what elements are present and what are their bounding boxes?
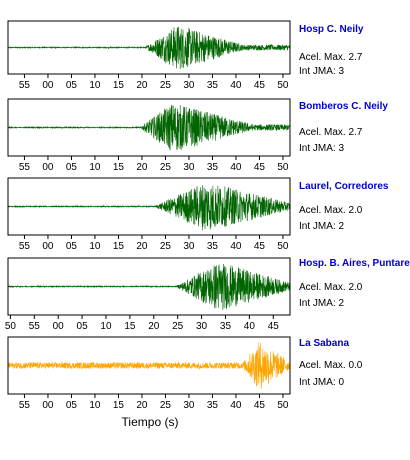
x-tick-label: 30	[183, 80, 195, 91]
x-tick-label: 05	[66, 162, 78, 173]
x-tick-label: 40	[230, 162, 242, 173]
x-tick-label: 55	[29, 321, 41, 332]
x-tick-label: 00	[42, 241, 54, 252]
x-tick-label: 40	[230, 400, 242, 411]
x-tick-label: 10	[89, 241, 101, 252]
x-tick-label: 35	[207, 162, 219, 173]
x-tick-label: 30	[183, 162, 195, 173]
x-tick-label: 40	[230, 80, 242, 91]
station-name: Bomberos C. Neily	[299, 101, 388, 112]
seismogram-panel: 55 00 05 10 15 20 25 30 35 40 45 50	[7, 336, 291, 411]
x-tick-label: 25	[160, 400, 172, 411]
panel-frame	[7, 98, 291, 157]
x-tick-label: 15	[113, 80, 125, 91]
x-tick-label: 10	[89, 80, 101, 91]
panel-frame	[7, 177, 291, 236]
seismogram-panel: 55 00 05 10 15 20 25 30 35 40 45 50	[7, 98, 291, 173]
x-tick-label: 45	[254, 80, 266, 91]
x-tick-label: 45	[254, 241, 266, 252]
x-tick-label: 10	[89, 162, 101, 173]
jma-intensity-label: Int JMA: 3	[299, 66, 345, 77]
seismogram-panel: 55 00 05 10 15 20 25 30 35 40 45 50	[7, 20, 291, 91]
x-tick-label: 30	[196, 321, 208, 332]
x-tick-label: 30	[183, 400, 195, 411]
x-tick-label: 00	[42, 80, 54, 91]
station-name: Hosp C. Neily	[299, 24, 364, 35]
waveform-trace	[7, 26, 290, 70]
x-tick-label: 05	[66, 80, 78, 91]
max-acceleration-label: Acel. Max. 0.0	[299, 360, 363, 371]
x-tick-label: 35	[207, 241, 219, 252]
x-tick-label: 35	[220, 321, 232, 332]
x-tick-label: 30	[183, 241, 195, 252]
max-acceleration-label: Acel. Max. 2.7	[299, 52, 363, 63]
panel-frame	[7, 336, 291, 395]
x-tick-label: 40	[244, 321, 256, 332]
jma-intensity-label: Int JMA: 2	[299, 221, 345, 232]
x-tick-label: 45	[268, 321, 280, 332]
max-acceleration-label: Acel. Max. 2.0	[299, 205, 363, 216]
x-tick-label: 25	[160, 162, 172, 173]
x-tick-label: 55	[19, 80, 31, 91]
x-tick-label: 00	[53, 321, 65, 332]
waveform-trace	[7, 342, 291, 390]
x-tick-label: 35	[207, 80, 219, 91]
station-name: Hosp. B. Aires, Puntare	[299, 258, 410, 269]
waveform-trace	[7, 263, 291, 310]
x-tick-label: 00	[42, 400, 54, 411]
x-tick-label: 15	[124, 321, 136, 332]
x-tick-label: 15	[113, 400, 125, 411]
x-tick-label: 20	[136, 400, 148, 411]
x-tick-label: 45	[254, 162, 266, 173]
waveform-trace	[7, 185, 291, 231]
x-tick-label: 20	[136, 162, 148, 173]
x-tick-label: 05	[66, 241, 78, 252]
max-acceleration-label: Acel. Max. 2.0	[299, 282, 363, 293]
station-name: La Sabana	[299, 338, 350, 349]
x-tick-label: 55	[19, 241, 31, 252]
x-axis-label: Tiempo (s)	[121, 415, 179, 429]
x-tick-label: 05	[66, 400, 78, 411]
x-tick-label: 55	[19, 162, 31, 173]
seismogram-panel: 55 00 05 10 15 20 25 30 35 40 45 50	[7, 177, 291, 252]
jma-intensity-label: Int JMA: 0	[299, 377, 345, 388]
x-tick-label: 35	[207, 400, 219, 411]
jma-intensity-label: Int JMA: 2	[299, 298, 345, 309]
max-acceleration-label: Acel. Max. 2.7	[299, 127, 363, 138]
x-tick-label: 25	[160, 241, 172, 252]
waveform-trace	[7, 104, 291, 151]
x-tick-label: 55	[19, 400, 31, 411]
jma-intensity-label: Int JMA: 3	[299, 143, 345, 154]
x-tick-label: 50	[277, 162, 289, 173]
x-tick-label: 45	[254, 400, 266, 411]
x-tick-label: 15	[113, 241, 125, 252]
x-tick-label: 50	[277, 400, 289, 411]
x-tick-label: 05	[77, 321, 89, 332]
x-tick-label: 25	[172, 321, 184, 332]
panel-frame	[7, 20, 291, 75]
x-tick-label: 20	[148, 321, 160, 332]
seismogram-panel: 50 55 00 05 10 15 20 25 30 35 40 45	[5, 257, 291, 332]
station-name: Laurel, Corredores	[299, 181, 389, 192]
x-tick-label: 15	[113, 162, 125, 173]
x-tick-label: 00	[42, 162, 54, 173]
panel-frame	[7, 257, 291, 316]
x-tick-label: 25	[160, 80, 172, 91]
x-tick-label: 50	[277, 80, 289, 91]
x-tick-label: 10	[100, 321, 112, 332]
x-tick-label: 20	[136, 80, 148, 91]
x-tick-label: 50	[5, 321, 17, 332]
x-tick-label: 40	[230, 241, 242, 252]
x-tick-label: 20	[136, 241, 148, 252]
x-tick-label: 10	[89, 400, 101, 411]
x-tick-label: 50	[277, 241, 289, 252]
